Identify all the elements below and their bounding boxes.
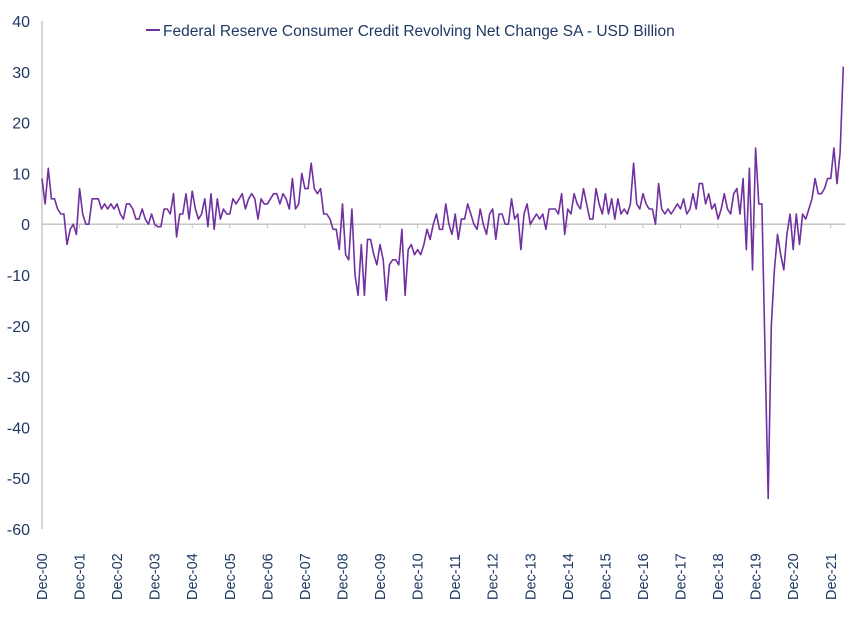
x-tick-label: Dec-02 (110, 553, 126, 600)
y-tick-label: -40 (7, 420, 30, 437)
x-tick-label: Dec-16 (636, 553, 652, 600)
x-tick-label: Dec-09 (373, 553, 389, 600)
y-tick-label: 40 (12, 14, 30, 31)
x-tick-label: Dec-04 (185, 553, 201, 600)
y-tick-label: -30 (7, 370, 30, 387)
x-tick-label: Dec-13 (523, 553, 539, 600)
x-tick-label: Dec-03 (148, 553, 164, 600)
x-tick-label: Dec-05 (223, 553, 239, 600)
x-tick-label: Dec-14 (561, 553, 577, 600)
series-group (42, 67, 843, 499)
x-tick-label: Dec-17 (674, 553, 690, 600)
x-tick-label: Dec-00 (35, 553, 51, 600)
x-tick-label: Dec-21 (824, 553, 840, 600)
legend-label: Federal Reserve Consumer Credit Revolvin… (163, 23, 675, 40)
y-tick-label: 30 (12, 65, 30, 82)
x-tick-label: Dec-15 (598, 553, 614, 600)
x-tick-label: Dec-08 (335, 553, 351, 600)
y-tick-label: -50 (7, 471, 30, 488)
y-tick-label: -20 (7, 319, 30, 336)
x-tick-label: Dec-20 (786, 553, 802, 600)
y-axis: 40 30 20 10 0 -10 -20 -30 -40 -50 -60 (7, 14, 42, 539)
x-tick-label: Dec-01 (73, 553, 89, 600)
x-tick-label: Dec-06 (260, 553, 276, 600)
series-line (42, 67, 843, 499)
x-tick-label: Dec-18 (711, 553, 727, 600)
y-tick-label: 10 (12, 166, 30, 183)
x-tick-label: Dec-10 (411, 553, 427, 600)
y-tick-label: -60 (7, 522, 30, 539)
legend: Federal Reserve Consumer Credit Revolvin… (146, 23, 675, 40)
y-tick-label: 0 (21, 217, 30, 234)
x-tick-label: Dec-19 (749, 553, 765, 600)
y-tick-label: -10 (7, 268, 30, 285)
x-axis: Dec-00 Dec-01 Dec-02 Dec-03 Dec-04 Dec-05 Dec-… (35, 224, 845, 600)
x-tick-label: Dec-12 (486, 553, 502, 600)
x-tick-label: Dec-11 (448, 554, 464, 600)
y-tick-label: 20 (12, 116, 30, 133)
x-tick-label: Dec-07 (298, 553, 314, 600)
